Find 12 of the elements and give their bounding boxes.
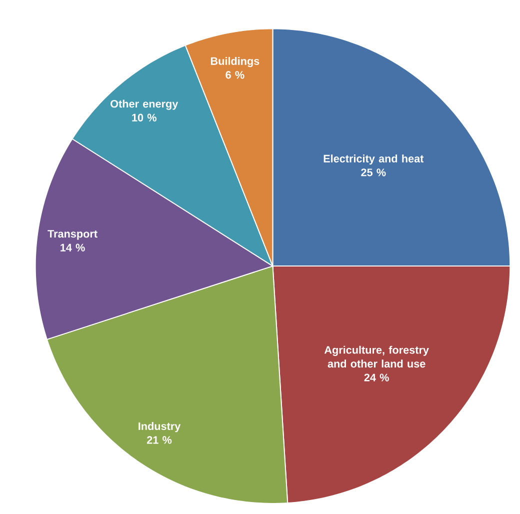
slice-label: Transport — [48, 230, 98, 240]
slice-label: Agriculture, forestry and other land use — [324, 346, 429, 368]
data-label: 14 % — [60, 244, 85, 252]
data-label: 10 % — [132, 114, 156, 122]
data-label: 21 % — [146, 436, 172, 444]
data-label: 25 % — [361, 168, 386, 176]
slice-label: Other energy — [110, 100, 178, 110]
slice-label: Electricity and heat — [324, 154, 424, 164]
data-label: 24 % — [364, 374, 389, 382]
slice-label: Buildings — [210, 56, 260, 67]
data-label: 6 % — [226, 70, 244, 79]
slice-label: Industry — [138, 422, 181, 432]
